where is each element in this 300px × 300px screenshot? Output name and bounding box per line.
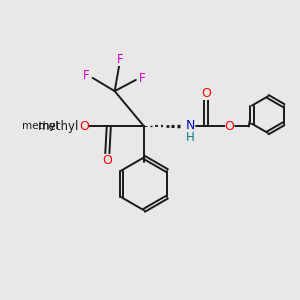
Text: F: F xyxy=(139,72,146,85)
Text: methyl: methyl xyxy=(22,122,59,131)
Text: F: F xyxy=(83,69,89,82)
Text: O: O xyxy=(79,120,89,133)
Text: H: H xyxy=(186,131,195,144)
Text: O: O xyxy=(225,120,234,133)
Text: N: N xyxy=(186,119,195,132)
Text: F: F xyxy=(117,53,124,66)
Text: O: O xyxy=(102,154,112,166)
Text: O: O xyxy=(201,87,211,100)
Text: methyl: methyl xyxy=(38,120,80,133)
